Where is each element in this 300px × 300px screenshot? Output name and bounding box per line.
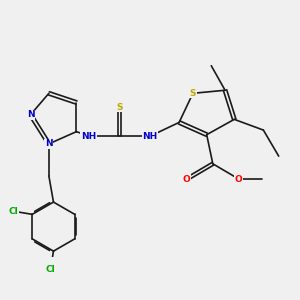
- Text: NH: NH: [81, 132, 96, 141]
- Text: Cl: Cl: [9, 207, 19, 216]
- Text: N: N: [45, 140, 53, 148]
- Text: O: O: [235, 175, 243, 184]
- Text: NH: NH: [142, 132, 158, 141]
- Text: N: N: [27, 110, 34, 119]
- Text: O: O: [183, 175, 190, 184]
- Text: S: S: [190, 89, 196, 98]
- Text: Cl: Cl: [46, 265, 55, 274]
- Text: S: S: [116, 103, 123, 112]
